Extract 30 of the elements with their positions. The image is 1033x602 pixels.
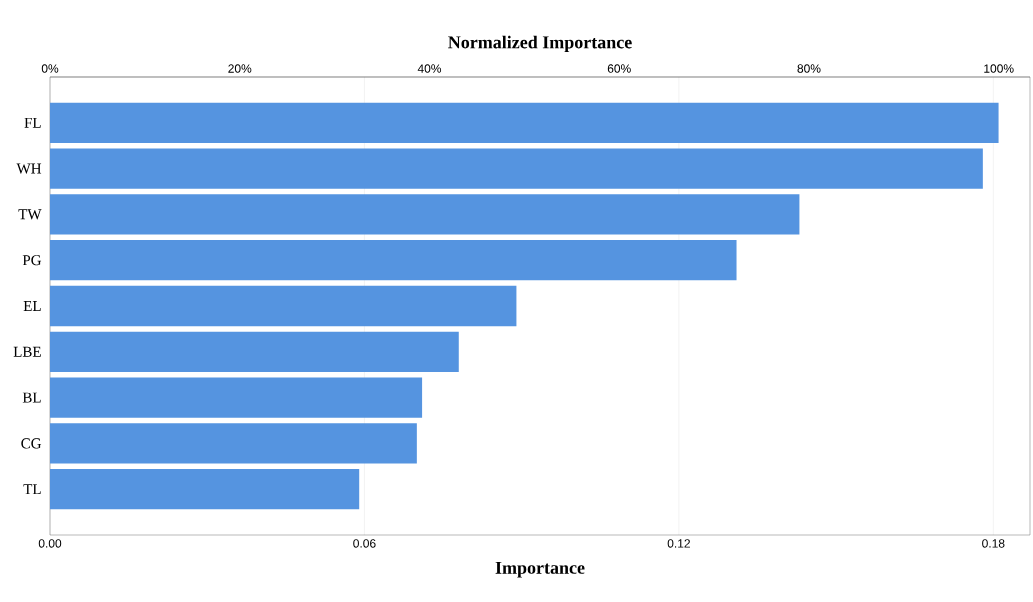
- y-tick-label: LBE: [13, 346, 41, 357]
- x2-tick-label: 40%: [417, 64, 442, 73]
- bar: [50, 331, 459, 372]
- x-tick-label: 0.06: [353, 539, 376, 548]
- x-axis-title: Importance: [495, 561, 585, 578]
- chart-title: Normalized Importance: [448, 35, 632, 53]
- bar: [50, 240, 737, 281]
- x2-tick-label: 20%: [228, 64, 252, 73]
- x-tick-label: 0.18: [982, 539, 1005, 548]
- y-tick-label: EL: [23, 301, 41, 311]
- y-tick-label: FL: [24, 117, 41, 128]
- bar: [50, 194, 800, 235]
- bar: [50, 285, 517, 327]
- y-tick-label: TW: [18, 209, 42, 220]
- bar: [50, 148, 983, 189]
- bar: [50, 423, 417, 464]
- x-tick-label: 0.00: [38, 539, 62, 548]
- y-tick-label: PG: [22, 255, 42, 266]
- bar: [50, 377, 423, 418]
- y-tick-label: TL: [23, 484, 41, 495]
- y-tick-label: WH: [16, 163, 42, 174]
- x-tick-label: 0.12: [667, 539, 690, 548]
- bar: [50, 469, 360, 510]
- x2-tick-label: 80%: [797, 64, 821, 73]
- y-tick-label: BL: [22, 392, 41, 403]
- y-tick-label: CG: [21, 438, 42, 449]
- bar: [50, 102, 999, 143]
- x2-tick-label: 0%: [41, 64, 59, 73]
- x2-tick-label: 100%: [984, 64, 1014, 73]
- x2-tick-label: 60%: [607, 64, 631, 73]
